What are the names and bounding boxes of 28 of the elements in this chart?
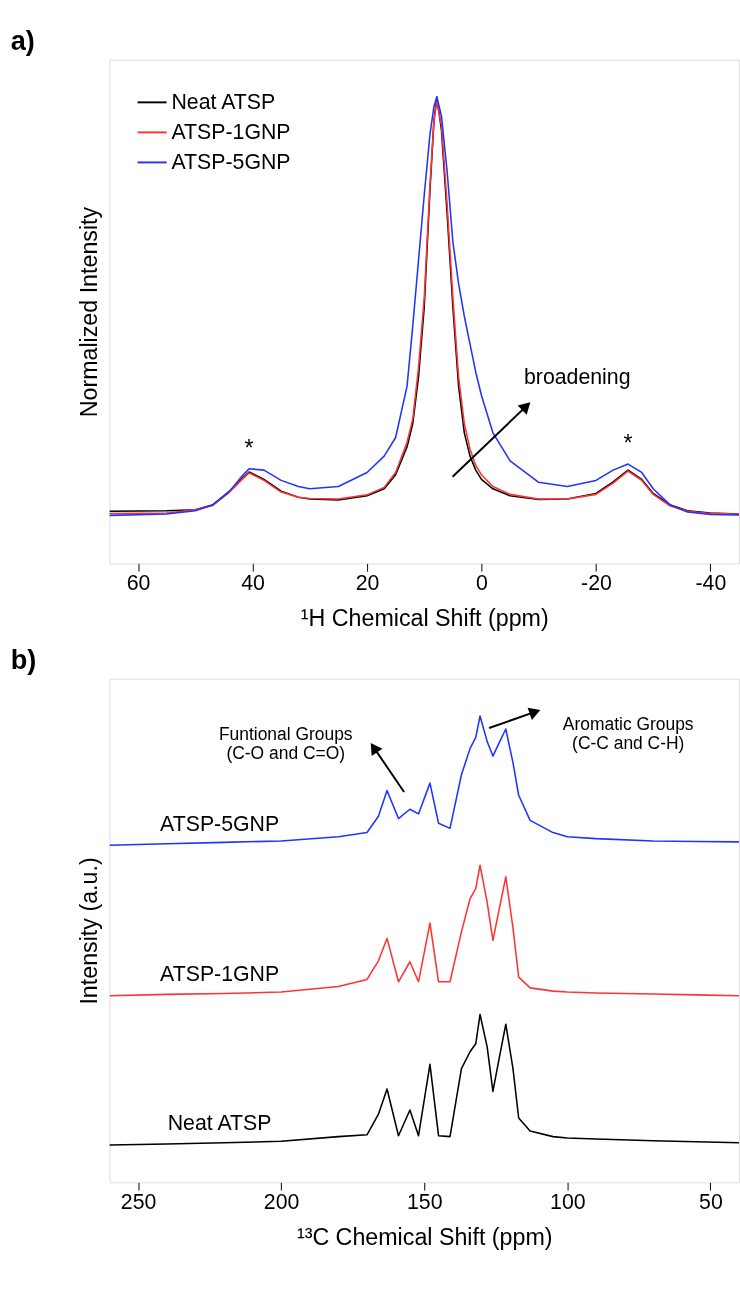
annotation: broadening bbox=[523, 364, 631, 389]
y-axis-title: Intensity (a.u.) bbox=[76, 857, 103, 1005]
x-tick-label: -20 bbox=[581, 571, 612, 596]
series-label: ATSP-5GNP bbox=[160, 811, 280, 836]
x-tick-label: 200 bbox=[263, 1189, 300, 1214]
x-tick-label: 100 bbox=[550, 1189, 586, 1214]
x-tick-label: 50 bbox=[699, 1189, 723, 1214]
legend-label: ATSP-5GNP bbox=[171, 150, 291, 175]
x-tick-label: 0 bbox=[476, 571, 489, 596]
annotation: Funtional Groups (C-O and C=O) bbox=[218, 723, 353, 764]
x-tick-label: 150 bbox=[406, 1189, 443, 1214]
annotation: Aromatic Groups (C-C and C-H) bbox=[562, 713, 694, 754]
y-axis-title: Normalized Intensity bbox=[76, 206, 103, 418]
series-label: Neat ATSP bbox=[167, 1111, 272, 1136]
legend-label: Neat ATSP bbox=[171, 90, 276, 115]
x-tick-label: 40 bbox=[241, 571, 266, 596]
x-axis-title: ¹³C Chemical Shift (ppm) bbox=[296, 1223, 553, 1250]
annotation: * bbox=[623, 430, 633, 457]
x-tick-label: -40 bbox=[695, 571, 727, 596]
legend-label: ATSP-1GNP bbox=[171, 120, 291, 145]
series-label: ATSP-1GNP bbox=[160, 962, 280, 987]
annotation: * bbox=[244, 435, 254, 462]
chart-title: a) bbox=[10, 25, 35, 57]
chart-title: b) bbox=[10, 643, 37, 675]
x-tick-label: 250 bbox=[120, 1189, 157, 1214]
x-tick-label: 20 bbox=[355, 571, 380, 596]
x-tick-label: 60 bbox=[126, 571, 151, 596]
x-axis-title: ¹H Chemical Shift (ppm) bbox=[300, 604, 549, 631]
